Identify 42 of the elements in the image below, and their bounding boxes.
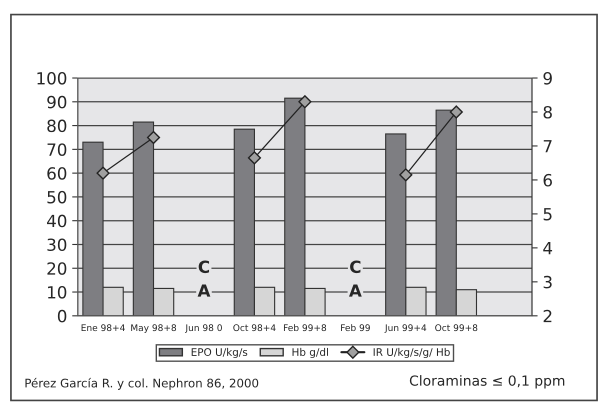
point <box>146 130 160 144</box>
y-tick-label: 60 <box>47 167 66 180</box>
legend-label: Hb g/dl <box>292 348 328 358</box>
y-tick-label: 90 <box>47 96 66 108</box>
legend-label: IR U/kg/s/g/ Hb <box>374 348 450 358</box>
x-tick-label: Feb 99+8 <box>284 324 326 332</box>
y-tick-label: 10 <box>48 286 66 299</box>
y-tick-label: 100 <box>37 72 66 85</box>
x-tick-label: Jun 98 0 <box>184 324 222 333</box>
annotation: C <box>350 260 360 274</box>
point <box>399 168 412 182</box>
y2-tick-label: 4 <box>543 242 552 254</box>
x-tick-label: Jun 99+4 <box>384 324 426 333</box>
text: Pérez García R. y col. Nephron 86, 2000 <box>25 378 258 390</box>
annotation: A <box>198 284 210 297</box>
x-tick-label: Oct 99+8 <box>435 324 478 332</box>
y2-tick-label: 7 <box>544 140 552 152</box>
text: Cloraminas ≤ 0,1 ppm <box>410 375 564 389</box>
point <box>298 95 312 108</box>
point <box>450 105 463 119</box>
y-tick-label: 0 <box>58 310 66 322</box>
point <box>248 151 262 164</box>
y-tick-label: 40 <box>47 214 66 228</box>
y2-tick-label: 8 <box>544 106 552 119</box>
x-tick-label: Feb 99 <box>341 324 370 332</box>
y-tick-label: 70 <box>48 143 66 156</box>
y-tick-label: 20 <box>47 262 66 275</box>
legend-label: EPO U/kg/s <box>192 348 248 358</box>
y2-tick-label: 3 <box>544 276 552 288</box>
y2-tick-label: 2 <box>544 310 552 322</box>
annotation: C <box>198 260 210 274</box>
y-tick-label: 80 <box>47 120 66 132</box>
x-tick-label: Ene 98+4 <box>82 324 125 332</box>
annotation: A <box>349 284 362 297</box>
y-tick-label: 50 <box>47 190 66 204</box>
y2-tick-label: 6 <box>544 174 552 186</box>
y2-tick-label: 9 <box>543 72 552 85</box>
y2-tick-label: 5 <box>544 208 552 220</box>
point <box>96 166 110 180</box>
x-tick-label: May 98+8 <box>131 324 176 333</box>
y-tick-label: 30 <box>47 238 66 252</box>
x-tick-label: Oct 98+4 <box>233 324 276 332</box>
